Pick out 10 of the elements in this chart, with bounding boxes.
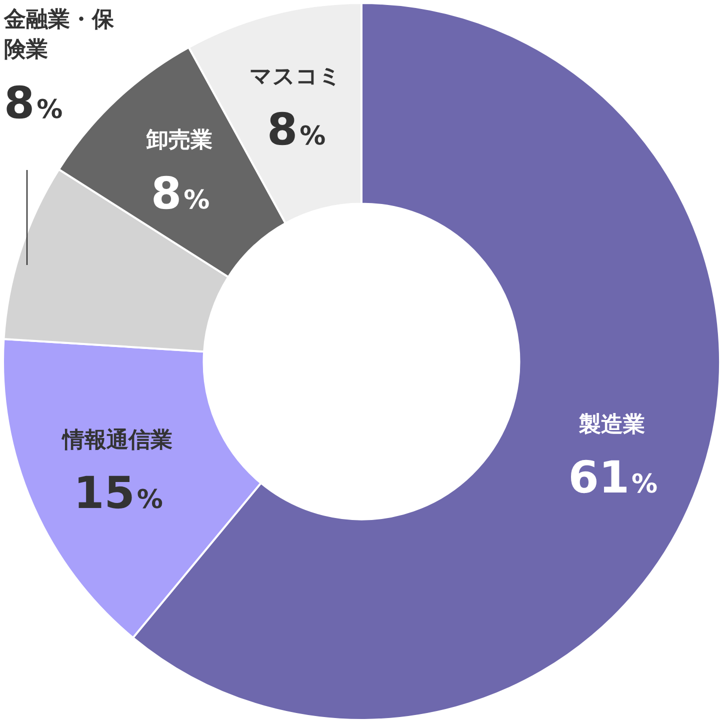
slice-label: 情報通信業 xyxy=(60,428,172,453)
slice-label: 製造業 xyxy=(578,412,645,438)
slice-label: 卸売業 xyxy=(145,128,212,154)
slice-label: 金融業・保険業 xyxy=(3,8,115,63)
data-label: 15% xyxy=(74,468,163,520)
data-label: 61% xyxy=(568,452,658,504)
slice-label: マスコミ xyxy=(249,64,342,90)
data-label: 8% xyxy=(266,104,326,156)
data-label: 8% xyxy=(4,78,63,129)
data-label: 8% xyxy=(150,168,210,220)
